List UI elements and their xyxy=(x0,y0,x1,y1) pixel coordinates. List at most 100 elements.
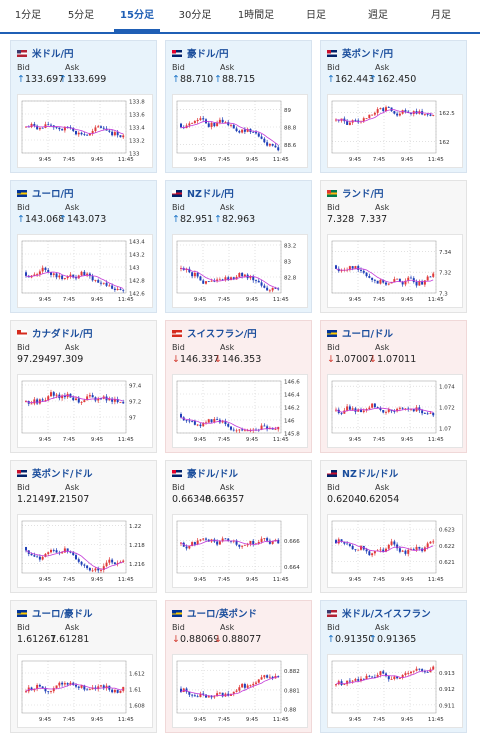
currency-card[interactable]: カナダドル/円 Bid Ask 97.294 97.309 97.4 97.2 97 9:45 7… xyxy=(10,320,157,453)
tab-3[interactable]: 30分足 xyxy=(178,10,212,21)
candle-body xyxy=(116,399,119,403)
pair-name-link[interactable]: ユーロ/円 xyxy=(17,186,73,200)
currency-card[interactable]: ユーロ/ドル Bid Ask ↓1.07007 ↓1.07011 1.074 1.072 1.… xyxy=(320,320,467,453)
currency-card[interactable]: 豪ドル/円 Bid Ask ↑88.710 ↑88.715 89 88.8 88.6 9:45 7… xyxy=(165,40,312,173)
currency-card[interactable]: ユーロ/円 Bid Ask ↑143.068 ↑143.073 143.4 143.2 143… xyxy=(10,180,157,313)
candle-body xyxy=(41,556,44,560)
currency-card[interactable]: 豪ドル/ドル Bid Ask 0.66348 0.66357 0.666 0.664 9:45… xyxy=(165,460,312,593)
ask-value: 0.66357 xyxy=(205,494,244,505)
candle-body xyxy=(360,678,362,681)
pair-name-link[interactable]: ユーロ/豪ドル xyxy=(17,606,92,620)
candle-body xyxy=(421,410,424,414)
currency-card[interactable]: ユーロ/豪ドル Bid Ask 1.61267 1.61281 1.612 1.61 1.60… xyxy=(10,600,157,733)
tab-6[interactable]: 週足 xyxy=(368,10,388,21)
pair-name-link[interactable]: 米ドル/スイスフラン xyxy=(327,606,431,620)
currency-card[interactable]: 英ポンド/円 Bid Ask ↑162.443 ↑162.450 162.5 162 9:45… xyxy=(320,40,467,173)
candle-body xyxy=(343,684,346,685)
up-arrow-icon: ↑ xyxy=(369,634,377,645)
pair-name-link[interactable]: ランド/円 xyxy=(327,186,383,200)
ask-value: ↑162.450 xyxy=(369,74,416,85)
x-tick-label: 9:45 xyxy=(194,297,207,303)
price-chart: 0.882 0.881 0.88 9:45 7:45 9:45 11:45 xyxy=(176,660,300,723)
candle-body xyxy=(30,687,33,691)
x-tick-label: 11:45 xyxy=(118,717,134,723)
tab-5[interactable]: 日足 xyxy=(306,10,326,21)
chart-panel[interactable]: 1.22 1.218 1.216 9:45 7:45 9:45 11:45 xyxy=(17,514,153,588)
pair-name-link[interactable]: ユーロ/英ポンド xyxy=(172,606,257,620)
up-arrow-icon: ↑ xyxy=(59,74,67,85)
chart-panel[interactable]: 0.882 0.881 0.88 9:45 7:45 9:45 11:45 xyxy=(172,654,308,728)
pair-name-link[interactable]: NZドル/円 xyxy=(172,186,234,200)
candle-body xyxy=(55,273,58,278)
candle-body xyxy=(235,540,238,545)
tab-7[interactable]: 月足 xyxy=(431,10,451,21)
tab-0[interactable]: 1分足 xyxy=(14,10,42,21)
bid-label: Bid xyxy=(17,343,30,352)
moving-average-line xyxy=(25,550,124,570)
candle-body xyxy=(238,131,241,133)
bid-price: 82.951 xyxy=(179,214,214,225)
chart-panel[interactable]: 0.913 0.912 0.911 9:45 7:45 9:45 11:45 xyxy=(327,654,463,728)
candle-body xyxy=(44,553,47,557)
y-tick-label: 1.074 xyxy=(439,385,455,391)
candle-body xyxy=(36,399,39,404)
pair-name-link[interactable]: 英ポンド/ドル xyxy=(17,466,92,480)
pair-name-link[interactable]: ユーロ/ドル xyxy=(327,326,393,340)
y-tick-label: 1.22 xyxy=(129,524,141,530)
pair-name-label: NZドル/ドル xyxy=(342,469,399,480)
pair-name-link[interactable]: スイスフラン/円 xyxy=(172,326,257,340)
chart-panel[interactable]: 1.074 1.072 1.07 9:45 7:45 9:45 11:45 xyxy=(327,374,463,448)
x-tick-label: 11:45 xyxy=(118,577,134,583)
candle-body xyxy=(382,410,385,413)
candle-body xyxy=(86,396,89,401)
candle-body xyxy=(376,407,379,409)
chart-panel[interactable]: 133.8 133.6 133.4 133.2 133 9:45 7:45 9:45 11:45 xyxy=(17,94,153,168)
chart-panel[interactable]: 162.5 162 9:45 7:45 9:45 11:45 xyxy=(327,94,463,168)
tab-1[interactable]: 5分足 xyxy=(67,10,95,21)
chart-panel[interactable]: 0.623 0.622 0.621 9:45 7:45 9:45 11:45 xyxy=(327,514,463,588)
chart-panel[interactable]: 143.4 143.2 143 142.8 142.6 9:45 7:45 9:45 11:45 xyxy=(17,234,153,308)
currency-card[interactable]: NZドル/ドル Bid Ask 0.62040 0.62054 0.623 0.622 0.6… xyxy=(320,460,467,593)
tab-2[interactable]: 15分足 xyxy=(114,0,160,32)
candle-body xyxy=(246,544,249,546)
chart-panel[interactable]: 89 88.8 88.6 9:45 7:45 9:45 11:45 xyxy=(172,94,308,168)
pair-name-link[interactable]: 豪ドル/円 xyxy=(172,46,228,60)
candle-body xyxy=(66,276,69,279)
currency-card[interactable]: 米ドル/スイスフラン Bid Ask ↑0.91350 ↑0.91365 0.913 0.9… xyxy=(320,600,467,733)
currency-card[interactable]: NZドル/円 Bid Ask ↑82.951 ↑82.963 83.2 83 82.8 9:45… xyxy=(165,180,312,313)
moving-average-line xyxy=(25,125,124,135)
ask-price: 1.21507 xyxy=(50,494,90,505)
chart-panel[interactable]: 83.2 83 82.8 9:45 7:45 9:45 11:45 xyxy=(172,234,308,308)
moving-average-line xyxy=(25,271,124,289)
currency-card[interactable]: ユーロ/英ポンド Bid Ask ↓0.88069 ↓0.88077 0.882 0.881… xyxy=(165,600,312,733)
tab-4[interactable]: 1時間足 xyxy=(237,10,275,21)
chart-panel[interactable]: 97.4 97.2 97 9:45 7:45 9:45 11:45 xyxy=(17,374,153,448)
chart-panel[interactable]: 0.666 0.664 9:45 7:45 9:45 11:45 xyxy=(172,514,308,588)
plot-frame xyxy=(331,520,437,574)
pair-name-link[interactable]: 米ドル/円 xyxy=(17,46,73,60)
pair-name-link[interactable]: 英ポンド/円 xyxy=(327,46,393,60)
candle-body xyxy=(252,132,255,133)
pair-name-link[interactable]: 豪ドル/ドル xyxy=(172,466,238,480)
chart-panel[interactable]: 7.34 7.32 7.3 9:45 7:45 9:45 11:45 xyxy=(327,234,463,308)
pair-name-link[interactable]: カナダドル/円 xyxy=(17,326,92,340)
currency-card[interactable]: 米ドル/円 Bid Ask ↑133.697 ↑133.699 133.8 133.6 133… xyxy=(10,40,157,173)
candle-body xyxy=(243,684,246,688)
chart-panel[interactable]: 1.612 1.61 1.608 9:45 7:45 9:45 11:45 xyxy=(17,654,153,728)
candle-body xyxy=(387,409,390,412)
currency-card[interactable]: スイスフラン/円 Bid Ask ↓146.337 ↓146.353 146.6 146.4… xyxy=(165,320,312,453)
currency-card[interactable]: 英ポンド/ドル Bid Ask 1.21497 1.21507 1.22 1.218 1.21… xyxy=(10,460,157,593)
candle-body xyxy=(69,551,72,553)
candle-body xyxy=(188,123,191,126)
candle-body xyxy=(83,685,86,690)
candle-body xyxy=(263,675,266,678)
x-tick-label: 9:45 xyxy=(246,157,259,163)
candle-body xyxy=(116,689,119,693)
chart-panel[interactable]: 146.6 146.4 146.2 146 145.8 9:45 7:45 9:45 11:45 xyxy=(172,374,308,448)
candle-body xyxy=(382,671,385,674)
bid-value: 0.66348 xyxy=(172,494,211,505)
currency-card[interactable]: ランド/円 Bid Ask 7.328 7.337 7.34 7.32 7.3 9:45 7:45… xyxy=(320,180,467,313)
candle-body xyxy=(415,668,418,671)
candle-body xyxy=(207,281,210,283)
pair-name-link[interactable]: NZドル/ドル xyxy=(327,466,398,480)
